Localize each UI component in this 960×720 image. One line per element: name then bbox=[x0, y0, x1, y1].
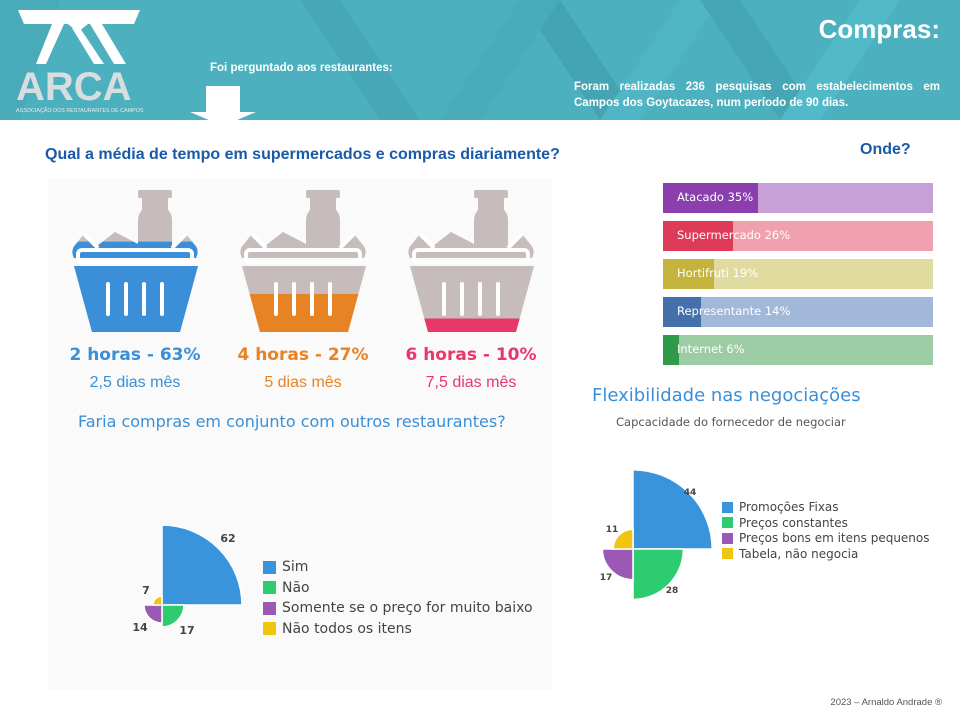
data-label: 17 bbox=[600, 573, 613, 583]
legend-item: Preços constantes bbox=[722, 516, 848, 530]
legend-swatch bbox=[263, 560, 276, 574]
legend-swatch bbox=[722, 548, 733, 559]
legend-label: Preços bons em itens pequenos bbox=[739, 531, 930, 545]
legend-label: Não bbox=[282, 579, 310, 596]
days-label: 7,5 dias mês bbox=[425, 374, 517, 391]
legend-label: Tabela, não negocia bbox=[739, 546, 859, 561]
legend-item: Promoções Fixas bbox=[722, 500, 839, 514]
legend-swatch bbox=[722, 501, 733, 513]
basket-fill bbox=[424, 318, 520, 332]
data-label: 28 bbox=[666, 586, 679, 596]
arca-logo: ARCA ASSOCIAÇÃO DOS RESTAURANTES DE CAMP… bbox=[16, 10, 144, 114]
bar-fill bbox=[663, 221, 734, 251]
basket-icon bbox=[236, 188, 372, 339]
page-title: Compras: bbox=[818, 14, 940, 44]
bar-fill bbox=[663, 183, 758, 213]
days-label: 2,5 dias mês bbox=[89, 374, 181, 391]
days-label: 5 dias mês bbox=[264, 374, 342, 391]
bar-label: Representante 14% bbox=[677, 304, 791, 318]
flexibility-subtitle: Capcacidade do fornecedor de negociar bbox=[616, 415, 846, 429]
where-bar: Supermercado 26% bbox=[663, 221, 933, 251]
arrow-down-icon bbox=[190, 86, 256, 120]
where-bar: Representante 14% bbox=[663, 297, 933, 327]
svg-text:ARCA: ARCA bbox=[16, 65, 132, 109]
polar-slice bbox=[612, 528, 634, 550]
polar-slice bbox=[632, 469, 713, 550]
legend-item: Preços bons em itens pequenos bbox=[722, 531, 930, 545]
legend-item: Tabela, não negocia bbox=[722, 547, 858, 561]
bar-label: Internet 6% bbox=[677, 342, 745, 356]
flexibility-title: Flexibilidade nas negociações bbox=[592, 385, 861, 406]
polar-slice bbox=[601, 548, 634, 581]
bar-label: Hortifruti 19% bbox=[677, 266, 759, 280]
header-banner: ARCA ASSOCIAÇÃO DOS RESTAURANTES DE CAMP… bbox=[0, 0, 960, 120]
legend-label: Preços constantes bbox=[739, 515, 848, 530]
chevron-pattern bbox=[0, 0, 900, 120]
bar-fill bbox=[663, 259, 715, 289]
legend-label: Somente se o preço for muito baixo bbox=[282, 600, 533, 616]
legend-swatch bbox=[263, 622, 276, 635]
survey-note: Foram realizadas 236 pesquisas com estab… bbox=[574, 81, 940, 109]
hours-label: 2 horas - 63% bbox=[69, 345, 201, 365]
basket-fill bbox=[72, 241, 198, 332]
data-label: 44 bbox=[684, 488, 697, 498]
hours-label: 4 horas - 27% bbox=[237, 345, 369, 365]
where-bar: Internet 6% bbox=[663, 335, 933, 365]
basket-icon bbox=[68, 188, 204, 339]
group-buying-title: Faria compras em conjunto com outros res… bbox=[78, 412, 506, 431]
legend-swatch bbox=[722, 532, 733, 544]
basket-icon bbox=[404, 188, 540, 339]
legend-label: Promoções Fixas bbox=[739, 500, 839, 514]
intro-text: Foi perguntado aos restaurantes: bbox=[210, 62, 393, 74]
polar-slice bbox=[632, 548, 685, 601]
bar-label: Atacado 35% bbox=[677, 190, 754, 204]
time-question-title: Qual a média de tempo em supermercados e… bbox=[45, 146, 560, 163]
bar-fill bbox=[663, 297, 701, 327]
legend-item: Somente se o preço for muito baixo bbox=[263, 600, 533, 616]
bar-label: Supermercado 26% bbox=[677, 228, 791, 242]
legend-swatch bbox=[722, 517, 733, 528]
where-bar: Hortifruti 19% bbox=[663, 259, 933, 289]
legend-item: Não bbox=[263, 580, 310, 596]
legend-item: Sim bbox=[263, 559, 308, 575]
legend-swatch bbox=[263, 601, 276, 615]
legend-label: Não todos os itens bbox=[282, 620, 412, 637]
data-label: 11 bbox=[606, 525, 619, 535]
legend-swatch bbox=[263, 581, 276, 594]
legend-item: Não todos os itens bbox=[263, 621, 412, 637]
where-bar: Atacado 35% bbox=[663, 183, 933, 213]
hours-label: 6 horas - 10% bbox=[405, 345, 537, 365]
svg-text:ASSOCIAÇÃO DOS RESTAURANTES DE: ASSOCIAÇÃO DOS RESTAURANTES DE CAMPOS bbox=[16, 107, 144, 114]
footer-credit: 2023 – Arnaldo Andrade ® bbox=[830, 697, 942, 708]
legend-label: Sim bbox=[282, 559, 309, 575]
bar-fill bbox=[663, 335, 680, 365]
where-title: Onde? bbox=[860, 141, 911, 158]
